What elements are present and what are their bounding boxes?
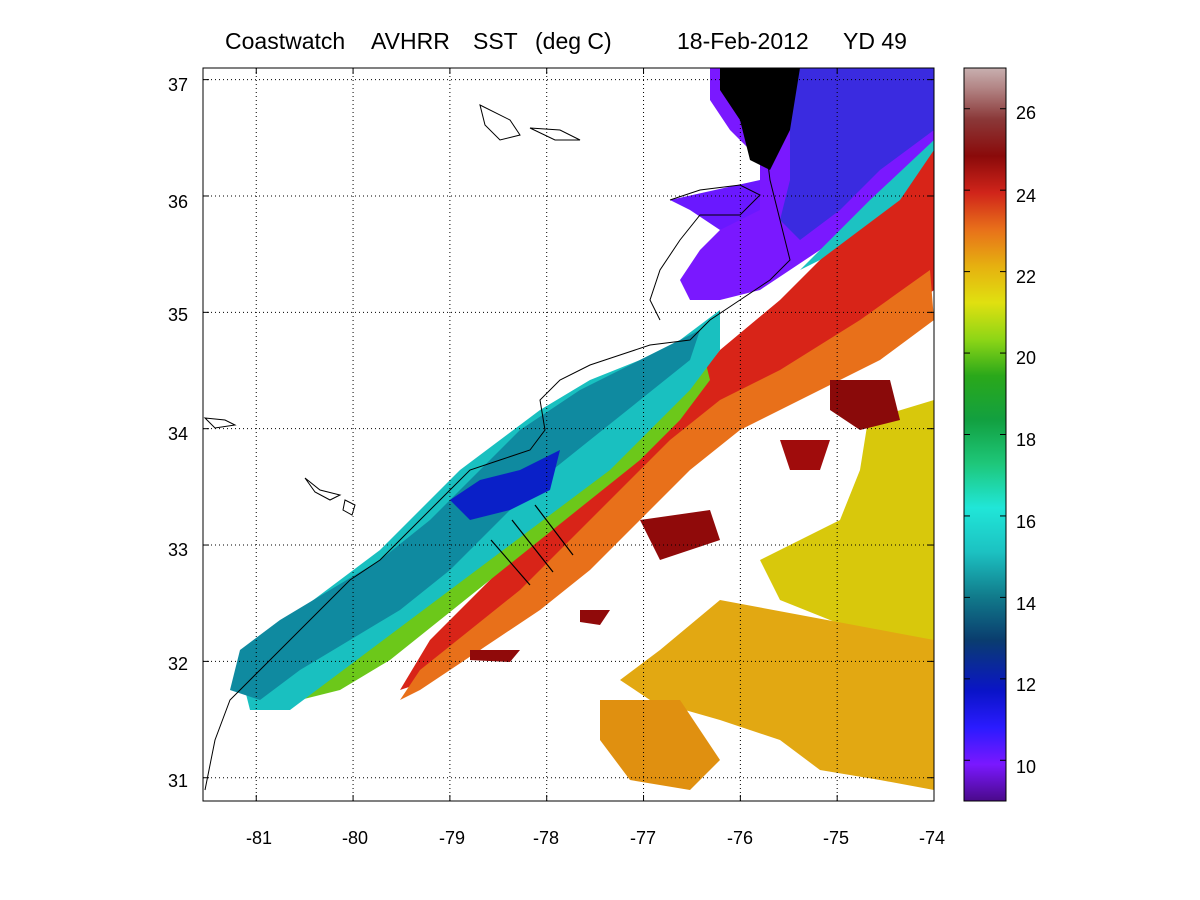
sst-field [230,68,934,790]
lon-tick-label: -75 [823,828,849,848]
colorbar: 26 24 22 20 18 16 14 12 10 [963,67,1036,802]
lon-tick-label: -78 [533,828,559,848]
colorbar-tick-label: 12 [1016,675,1036,695]
lat-tick-label: 36 [168,192,188,212]
sst-south-patch [600,700,720,790]
lat-tick-label: 34 [168,424,188,444]
colorbar-tick-label: 16 [1016,512,1036,532]
sst-patch-c [640,510,720,560]
title-units: (deg C) [535,28,612,54]
transect-line-2 [511,519,554,573]
sst-patch-b [780,440,830,470]
map-frame [202,67,935,802]
title-yearday: YD 49 [843,28,907,54]
colorbar-tick-label: 24 [1016,186,1036,206]
lat-tick-label: 31 [168,771,188,791]
sst-patch-d [580,610,610,625]
lon-axis-labels: -81 -80 -79 -78 -77 -76 -75 -74 [246,828,945,848]
colorbar-tick-label: 22 [1016,267,1036,287]
transect-line-1 [490,539,531,586]
coast-pamlico [649,184,761,321]
lon-tick-label: -80 [342,828,368,848]
title-sensor: AVHRR [371,28,450,54]
lon-tick-label: -81 [246,828,272,848]
colorbar-tick-label: 10 [1016,757,1036,777]
map-ticks [203,68,935,801]
sst-orange-band [400,270,934,700]
sst-cold-blue [780,68,934,240]
coast-main [204,68,791,791]
coast-lake-2 [529,127,581,141]
colorbar-ticks [964,108,1006,761]
lat-tick-label: 37 [168,75,188,95]
coast-lake-1 [479,104,521,141]
sst-cold-black [720,68,800,170]
map-title: Coastwatch AVHRR SST (deg C) 18-Feb-2012… [225,28,907,217]
colorbar-gradient [963,67,1007,802]
sst-warm-offshore-east [760,400,934,640]
lat-axis-labels: 37 36 35 34 33 32 31 [168,75,188,791]
lat-tick-label: 35 [168,305,188,325]
lon-tick-label: -77 [630,828,656,848]
lat-tick-label: 33 [168,540,188,560]
colorbar-tick-label: 20 [1016,348,1036,368]
sst-patch-e [470,650,520,662]
sst-warm-offshore-south [620,600,934,790]
title-product: Coastwatch [225,28,346,54]
sst-cold-teal [800,140,934,270]
colorbar-tick-label: 26 [1016,103,1036,123]
transect-lines [490,504,574,586]
sst-pamlico-purple [670,180,760,230]
coast-lake-3 [203,417,237,429]
lat-tick-label: 32 [168,654,188,674]
transect-line-3 [534,504,574,556]
lon-tick-label: -79 [439,828,465,848]
sst-patch-a [830,380,900,430]
coast-lake-5 [342,499,356,516]
colorbar-tick-label: 18 [1016,430,1036,450]
colorbar-tick-label: 14 [1016,594,1036,614]
lon-tick-label: -74 [919,828,945,848]
title-variable: SST [473,28,518,54]
lon-tick-label: -76 [727,828,753,848]
title-date: 18-Feb-2012 [677,28,809,54]
coast-lake-4 [304,477,342,501]
sst-blue-coastal-strip [450,450,560,520]
